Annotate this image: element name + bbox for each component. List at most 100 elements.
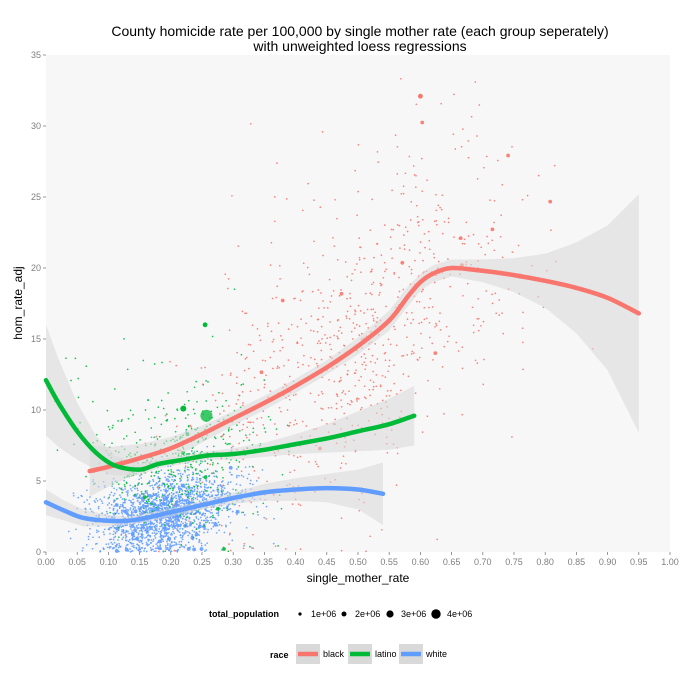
data-point-white (129, 508, 132, 511)
size-legend-key (386, 610, 394, 618)
data-point-black (228, 405, 230, 407)
data-point-black (436, 538, 439, 541)
data-point-latino (108, 496, 111, 499)
data-point-white (273, 517, 275, 520)
data-point-white (184, 471, 186, 473)
data-point-white (158, 522, 161, 524)
data-point-white (133, 535, 135, 538)
data-point-black (313, 199, 315, 201)
data-point-black (294, 419, 297, 422)
data-point-latino (147, 399, 150, 401)
data-point-black (455, 341, 458, 344)
data-point-black (463, 238, 466, 241)
data-point-white (145, 536, 148, 538)
data-point-white (178, 485, 180, 488)
data-point-black (273, 220, 276, 223)
data-point-black (281, 346, 284, 349)
data-point-black (285, 198, 288, 200)
data-point-white (154, 537, 157, 539)
data-point-white (156, 532, 158, 535)
data-point-black (428, 239, 431, 242)
data-point-white (86, 499, 88, 501)
data-point-white (124, 533, 127, 536)
data-point-white (208, 481, 211, 484)
size-legend: total_population 1e+06 2e+06 3e+06 4e+06 (209, 609, 472, 619)
data-point-black (188, 520, 190, 523)
data-point-white (180, 536, 183, 539)
data-point-black (259, 339, 262, 342)
data-point-white (175, 543, 178, 546)
data-point-latino (249, 545, 251, 548)
data-point-black (422, 259, 424, 262)
loess-line-latino (43, 377, 417, 472)
data-point-latino (216, 506, 220, 511)
data-point-white (205, 509, 207, 512)
data-point-latino (111, 426, 114, 429)
data-point-white (157, 488, 160, 490)
data-point-black (496, 159, 499, 162)
data-point-white (93, 500, 96, 502)
data-point-black (261, 359, 264, 362)
data-point-white (208, 480, 211, 482)
data-point-black (236, 351, 238, 354)
data-point-latino (165, 413, 168, 415)
data-point-black (428, 321, 431, 324)
data-point-white (100, 500, 103, 502)
data-point-white (128, 514, 131, 517)
data-point-white (193, 526, 196, 529)
data-point-white (145, 508, 147, 510)
data-point-black (375, 242, 378, 245)
data-point-white (154, 509, 156, 511)
data-point-white (168, 525, 171, 528)
data-point-white (132, 511, 134, 514)
data-point-black (251, 547, 253, 549)
data-point-black (447, 221, 450, 224)
data-point-black (472, 233, 475, 236)
data-point-black (295, 393, 297, 396)
data-point-white (157, 472, 160, 475)
data-point-black (371, 314, 374, 317)
data-point-white (185, 502, 188, 504)
data-point-white (164, 544, 167, 547)
data-point-black (425, 317, 428, 320)
data-point-white (172, 524, 175, 526)
data-point-latino (252, 427, 255, 430)
data-point-black (416, 221, 419, 224)
data-point-latino (174, 475, 177, 478)
data-point-white (138, 546, 140, 549)
data-point-black (416, 215, 419, 218)
data-point-latino (174, 417, 176, 420)
data-point-white (155, 529, 158, 532)
data-point-white (179, 534, 182, 537)
data-point-white (154, 494, 156, 497)
data-point-black (275, 433, 278, 436)
data-point-white (182, 522, 184, 525)
data-point-black (501, 183, 504, 186)
data-point-black (407, 375, 410, 378)
data-point-white (179, 525, 182, 528)
data-point-white (229, 521, 232, 524)
data-point-white (106, 504, 109, 506)
data-point-latino (172, 487, 174, 490)
data-point-white (130, 501, 133, 504)
data-point-black (237, 245, 240, 247)
data-point-black (415, 204, 418, 207)
data-point-black (471, 306, 474, 309)
data-point-latino (227, 550, 230, 553)
data-point-black (384, 270, 386, 273)
data-point-latino (169, 487, 172, 490)
data-point-white (67, 530, 70, 533)
data-point-black (289, 471, 291, 474)
data-point-white (109, 532, 111, 535)
data-point-latino (85, 365, 88, 368)
data-point-white (132, 507, 135, 510)
data-point-black (288, 375, 291, 378)
data-point-latino (142, 507, 145, 510)
data-point-black (495, 312, 498, 315)
data-point-white (162, 540, 165, 543)
data-point-white (245, 526, 248, 529)
data-point-white (172, 497, 174, 500)
y-tick-label: 10 (31, 405, 41, 415)
data-point-latino (123, 437, 125, 440)
data-point-white (155, 482, 158, 484)
